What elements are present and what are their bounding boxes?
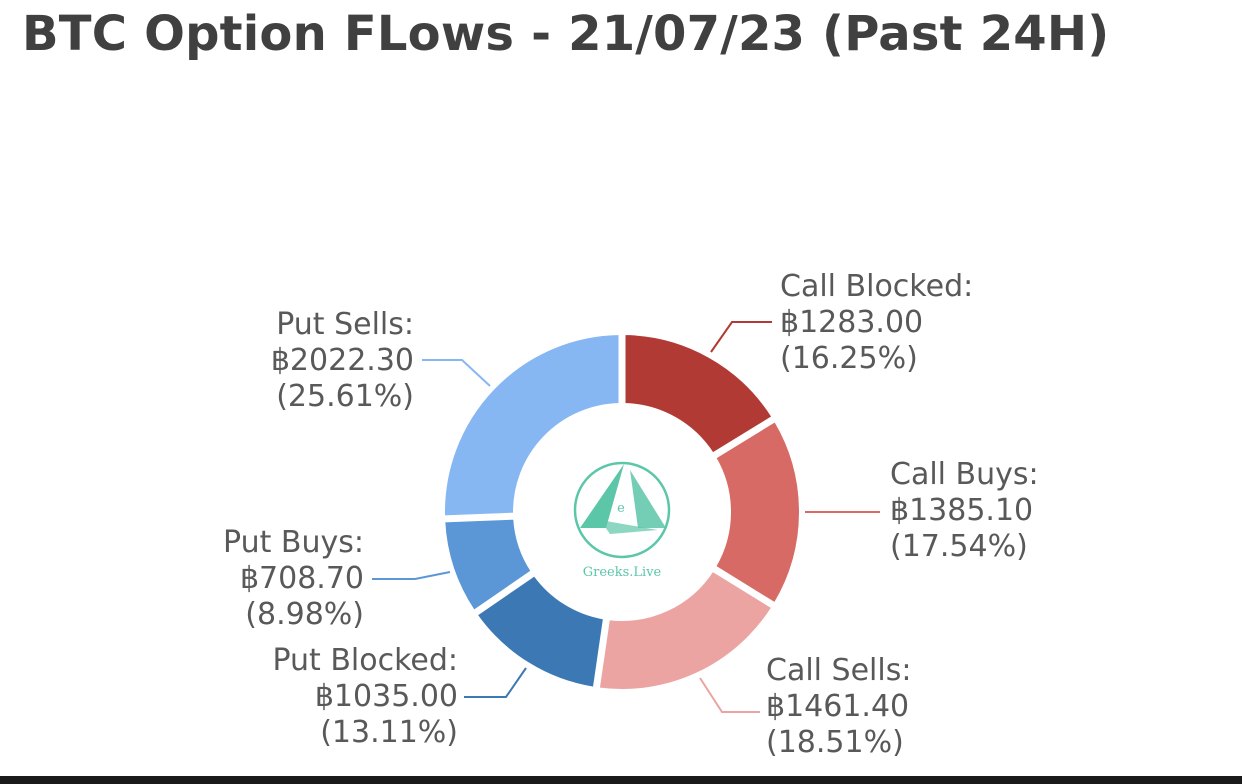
- slice-name-call-buys: Call Buys:: [890, 457, 1039, 492]
- logo-text: Greeks.Live: [583, 565, 662, 580]
- slice-call-blocked[interactable]: [623, 333, 774, 455]
- slice-percent-label-put-sells: (25.61%): [276, 379, 414, 414]
- slice-name-put-sells: Put Sells:: [276, 307, 414, 342]
- slice-value-label-call-sells: ฿1461.40: [766, 689, 909, 724]
- slice-percent-label-put-buys: (8.98%): [245, 597, 364, 632]
- logo-triangle-base: [600, 520, 658, 534]
- slice-call-sells[interactable]: [597, 569, 774, 691]
- leader-line-call-sells: [699, 677, 760, 713]
- slice-percent-label-call-blocked: (16.25%): [780, 341, 918, 376]
- slice-put-sells[interactable]: [443, 333, 621, 518]
- logo-ring: [573, 461, 671, 559]
- slice-put-blocked[interactable]: [475, 574, 605, 689]
- slice-name-put-buys: Put Buys:: [223, 525, 364, 560]
- slice-put-buys[interactable]: [443, 517, 533, 612]
- slice-value-label-put-blocked: ฿1035.00: [315, 679, 458, 714]
- slice-value-label-call-buys: ฿1385.10: [890, 493, 1033, 528]
- slice-value-label-put-buys: ฿708.70: [240, 561, 364, 596]
- slice-percent-label-put-blocked: (13.11%): [320, 715, 458, 750]
- leader-line-call-blocked: [710, 321, 772, 353]
- slice-call-buys[interactable]: [714, 420, 801, 605]
- logo-glyph: e: [617, 501, 625, 516]
- slice-labels: Call Blocked:฿1283.00(16.25%)Call Buys:฿…: [223, 269, 1039, 760]
- greeks-live-logo: e Greeks.Live: [573, 461, 671, 580]
- leader-line-put-sells: [422, 359, 491, 387]
- slice-percent-label-call-sells: (18.51%): [766, 725, 904, 760]
- donut-slices: [443, 333, 801, 691]
- logo-triangle-left: [580, 464, 624, 528]
- bottom-rule: [0, 776, 1242, 784]
- slice-value-label-put-sells: ฿2022.30: [271, 343, 414, 378]
- slice-value-label-call-blocked: ฿1283.00: [780, 305, 923, 340]
- slice-percent-label-call-buys: (17.54%): [890, 529, 1028, 564]
- leader-line-put-blocked: [464, 667, 527, 698]
- slice-name-call-sells: Call Sells:: [766, 653, 911, 688]
- label-leader-lines: [372, 321, 880, 713]
- logo-triangle-right: [630, 470, 666, 528]
- slice-name-call-blocked: Call Blocked:: [780, 269, 973, 304]
- leader-line-put-buys: [372, 571, 451, 580]
- slice-name-put-blocked: Put Blocked:: [272, 643, 458, 678]
- page-title: BTC Option FLows - 21/07/23 (Past 24H): [22, 6, 1110, 62]
